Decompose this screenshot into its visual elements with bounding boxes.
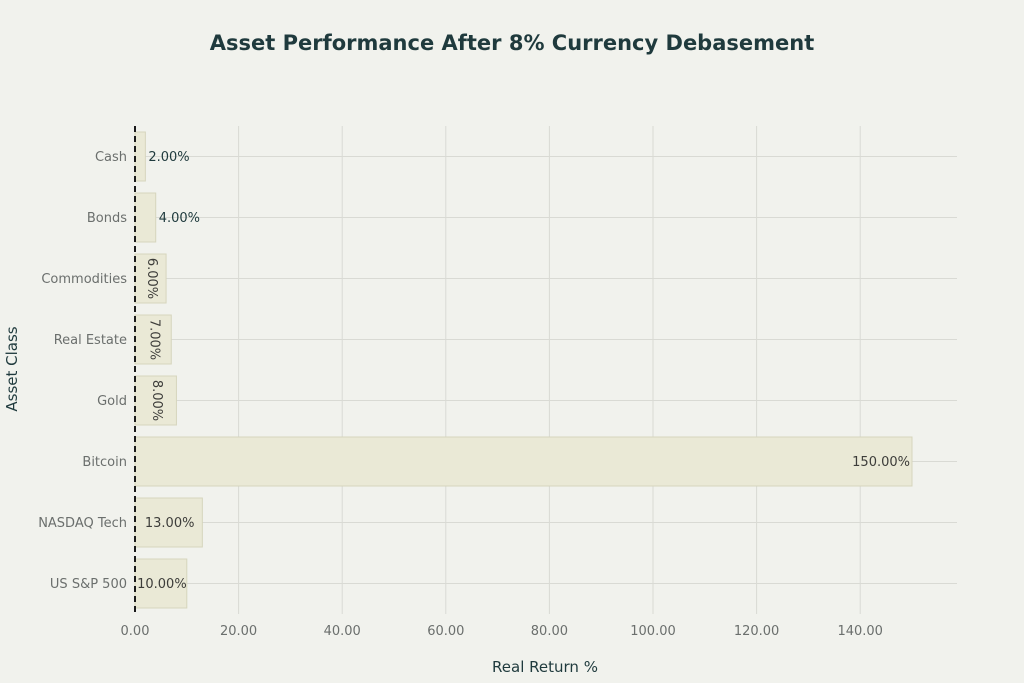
x-tick-label: 80.00 [531,624,568,639]
grid [135,126,957,614]
y-axis-title: Asset Class [3,326,21,411]
bars [134,131,913,609]
bar [134,314,172,365]
x-tick-label: 0.00 [121,624,150,639]
x-tick-label: 120.00 [734,624,780,639]
category-label: Commodities [41,272,127,287]
bar [134,497,203,548]
chart-title: Asset Performance After 8% Currency Deba… [210,31,815,55]
category-label: NASDAQ Tech [38,516,127,531]
bar [134,558,188,609]
value-label: 6.00% [144,258,159,299]
bar [134,131,146,182]
bar [134,192,157,243]
value-labels: 2.00% 4.00% 6.00% 7.00% 8.00% 150.00% 13.00% 10… [137,150,910,592]
category-label: Gold [97,394,127,409]
x-tick-label: 100.00 [630,624,676,639]
x-tick-label: 60.00 [427,624,464,639]
value-label: 4.00% [159,211,200,226]
category-labels: Cash Bonds Commodities Real Estate Gold Bitco… [38,150,127,592]
value-label: 150.00% [852,455,910,470]
x-tick-label: 40.00 [324,624,361,639]
bar [134,375,177,426]
x-tick-label: 20.00 [220,624,257,639]
category-label: Bonds [87,211,127,226]
x-tick-label: 140.00 [837,624,883,639]
value-label: 2.00% [148,150,189,165]
x-ticks: 0.00 20.00 40.00 60.00 80.00 100.00 120.00 140.… [121,624,883,639]
value-label: 13.00% [145,516,195,531]
category-label: Bitcoin [82,455,127,470]
bar [134,436,913,487]
category-label: US S&P 500 [50,577,127,592]
value-label: 10.00% [137,577,187,592]
value-label: 8.00% [149,380,164,421]
x-axis-title: Real Return % [492,658,598,676]
value-label: 7.00% [147,319,162,360]
category-label: Real Estate [54,333,127,348]
category-label: Cash [95,150,127,165]
